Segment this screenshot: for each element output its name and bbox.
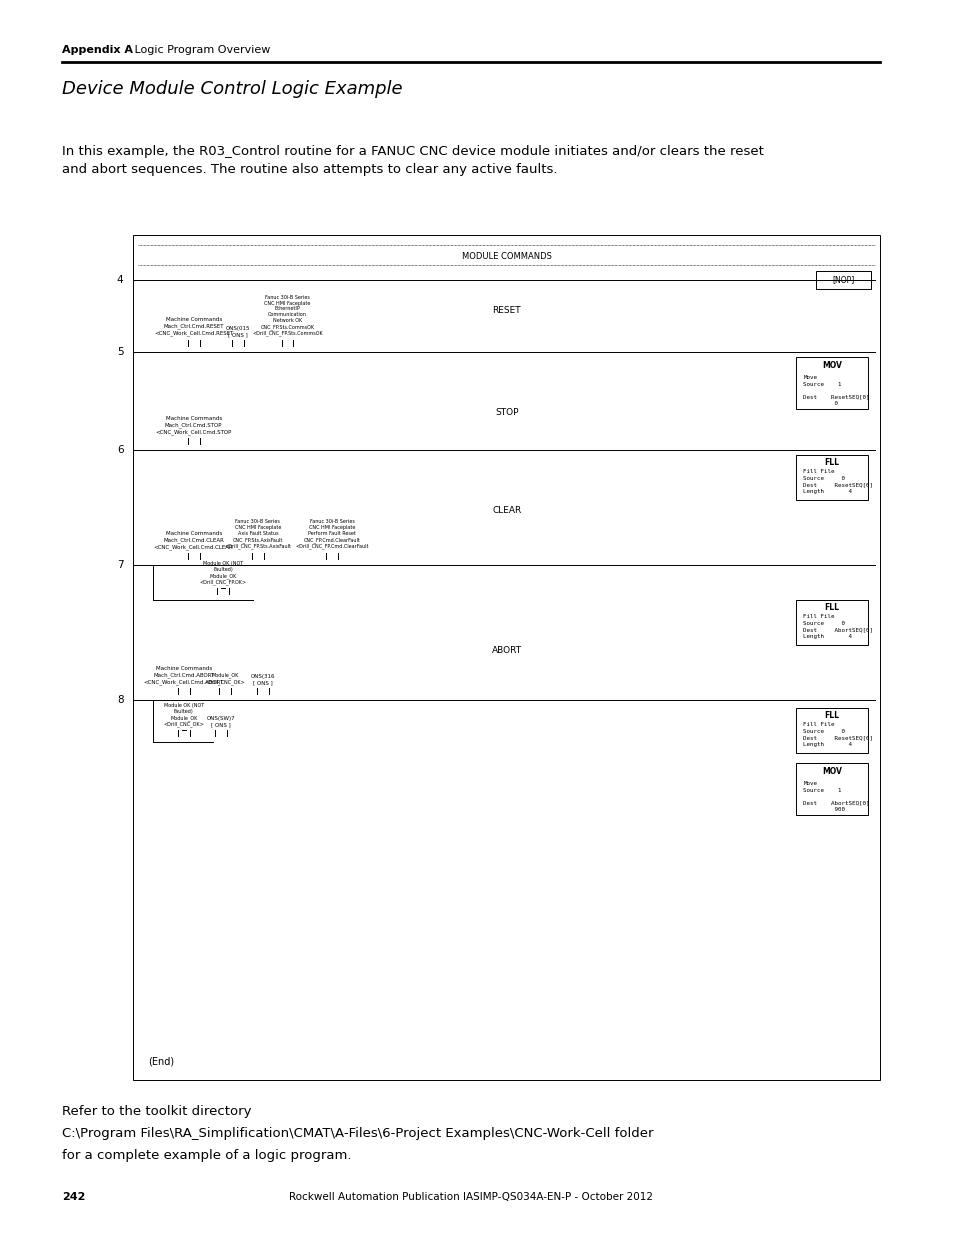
Text: In this example, the R03_Control routine for a FANUC CNC device module initiates: In this example, the R03_Control routine… [62, 144, 763, 177]
Text: Machine Commands
Mach_Ctrl.Cmd.CLEAR
<CNC_Work_Cell.Cmd.CLEAR: Machine Commands Mach_Ctrl.Cmd.CLEAR <CN… [153, 531, 233, 550]
Text: Refer to the toolkit directory: Refer to the toolkit directory [62, 1105, 252, 1118]
Text: 4: 4 [117, 275, 123, 285]
Text: MODULE COMMANDS: MODULE COMMANDS [461, 252, 551, 261]
Text: Module OK (NOT
Faulted)
Module_OK
<Drill_CNC_OK>: Module OK (NOT Faulted) Module_OK <Drill… [163, 703, 204, 727]
Bar [796, 600, 866, 645]
Bar [796, 454, 866, 500]
Text: 5: 5 [117, 347, 123, 357]
Text: Fill File
Source     0
Dest     AbortSEQ[0]
Length       4: Fill File Source 0 Dest AbortSEQ[0] Leng… [802, 614, 872, 638]
Text: Device Module Control Logic Example: Device Module Control Logic Example [62, 80, 402, 98]
Text: Rockwell Automation Publication IASIMP-QS034A-EN-P - October 2012: Rockwell Automation Publication IASIMP-Q… [289, 1192, 653, 1202]
Text: FLL: FLL [823, 711, 839, 720]
Text: ABORT: ABORT [492, 646, 521, 655]
Text: Module OK (NOT
Faulted)
Module_OK
<Drill_CNC_FP.OK>: Module OK (NOT Faulted) Module_OK <Drill… [199, 561, 247, 585]
Text: 242: 242 [62, 1192, 86, 1202]
Text: Fill File
Source     0
Dest     ResetSEQ[0]
Length       4: Fill File Source 0 Dest ResetSEQ[0] Leng… [802, 469, 872, 494]
Text: STOP: STOP [495, 408, 518, 417]
Text: Fanuc 30i-B Series
CNC HMI Faceplate
EthernetIP
Communication
Network OK
CNC_FP.: Fanuc 30i-B Series CNC HMI Faceplate Eth… [252, 295, 322, 336]
Bar [796, 708, 866, 753]
Text: 6: 6 [117, 445, 123, 454]
Text: Machine Commands
Mach_Ctrl.Cmd.RESET
<CNC_Work_Cell.Cmd.RESET: Machine Commands Mach_Ctrl.Cmd.RESET <CN… [153, 317, 233, 336]
Text: Fanuc 30i-B Series
CNC HMI Faceplate
Axis Fault Status
CNC_FP.Sts.AxisFault
<Dri: Fanuc 30i-B Series CNC HMI Faceplate Axi… [224, 520, 291, 550]
Text: FLL: FLL [823, 603, 839, 613]
Text: Machine Commands
Mach_Ctrl.Cmd.ABORT
<CNC_Work_Cell.Cmd.ABORT: Machine Commands Mach_Ctrl.Cmd.ABORT <CN… [144, 666, 224, 685]
Text: 7: 7 [117, 559, 123, 571]
Text: CLEAR: CLEAR [492, 506, 521, 515]
Text: Move
Source    1

Dest    ResetSEQ[0]
         0: Move Source 1 Dest ResetSEQ[0] 0 [802, 375, 869, 406]
Text: 8: 8 [117, 695, 123, 705]
Text: MOV: MOV [821, 361, 841, 370]
Text: Logic Program Overview: Logic Program Overview [123, 44, 270, 56]
Text: ONS(015
[ ONS ]: ONS(015 [ ONS ] [226, 326, 250, 337]
Text: Module_OK
<Drill_CNC_OK>: Module_OK <Drill_CNC_OK> [205, 672, 246, 685]
Text: Fill File
Source     0
Dest     ResetSEQ[0]
Length       4: Fill File Source 0 Dest ResetSEQ[0] Leng… [802, 722, 872, 747]
Bar [796, 357, 866, 409]
Text: FLL: FLL [823, 458, 839, 467]
Text: (End): (End) [148, 1057, 174, 1067]
Text: ONS(SW)7
[ ONS ]: ONS(SW)7 [ ONS ] [207, 716, 235, 727]
Text: MOV: MOV [821, 767, 841, 776]
Text: for a complete example of a logic program.: for a complete example of a logic progra… [62, 1149, 352, 1162]
Text: ONS(316
[ ONS ]: ONS(316 [ ONS ] [251, 674, 274, 685]
Bar [816, 270, 869, 289]
Bar [796, 763, 866, 815]
Text: Appendix A: Appendix A [62, 44, 133, 56]
Text: Fanuc 30i-B Series
CNC HMI Faceplate
Perform Fault Reset
CNC_FP.Cmd.ClearFault
<: Fanuc 30i-B Series CNC HMI Faceplate Per… [294, 520, 369, 550]
Text: Move
Source    1

Dest    AbortSEQ[0]
         900: Move Source 1 Dest AbortSEQ[0] 900 [802, 781, 869, 813]
Text: C:\Program Files\RA_Simplification\CMAT\A-Files\6-Project Examples\CNC-Work-Cell: C:\Program Files\RA_Simplification\CMAT\… [62, 1128, 653, 1140]
Text: Machine Commands
Mach_Ctrl.Cmd.STOP
<CNC_Work_Cell.Cmd.STOP: Machine Commands Mach_Ctrl.Cmd.STOP <CNC… [155, 416, 232, 435]
Text: RESET: RESET [492, 306, 520, 315]
Bar [133, 235, 880, 1079]
Text: [NOP]: [NOP] [831, 275, 854, 284]
